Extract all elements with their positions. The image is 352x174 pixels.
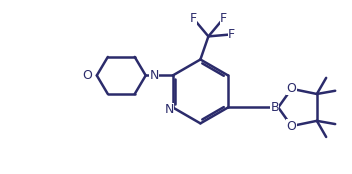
Text: F: F [228,28,235,41]
Text: N: N [149,69,159,82]
Text: O: O [82,69,92,82]
Text: O: O [287,82,296,95]
Text: F: F [220,12,227,25]
Text: O: O [287,120,296,133]
Text: B: B [270,101,279,114]
Text: N: N [165,103,174,116]
Text: F: F [190,12,197,25]
